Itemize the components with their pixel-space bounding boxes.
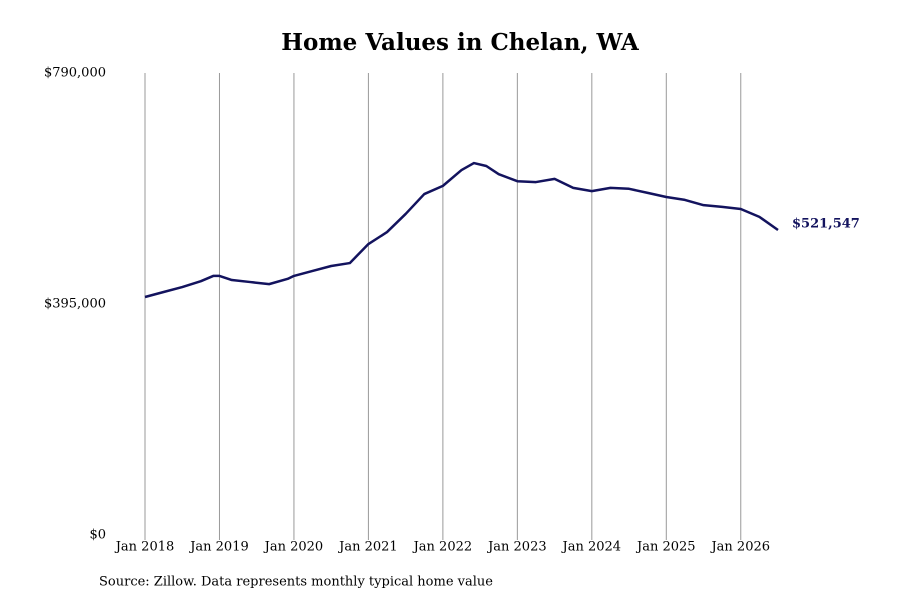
x-tick-label: Jan 2022 xyxy=(412,540,473,555)
x-tick-label: Jan 2023 xyxy=(486,540,547,555)
chart-title: Home Values in Chelan, WA xyxy=(281,29,640,56)
y-tick-label: $395,000 xyxy=(44,297,106,312)
value-label: $521,547 xyxy=(792,216,860,231)
y-tick-label: $0 xyxy=(89,528,106,543)
x-tick-label: Jan 2020 xyxy=(263,540,324,555)
x-tick-label: Jan 2024 xyxy=(561,540,622,555)
x-tick-label: Jan 2021 xyxy=(337,540,398,555)
line xyxy=(144,161,779,299)
x-tick-label: Jan 2026 xyxy=(709,540,770,555)
x-tick-label: Jan 2018 xyxy=(114,540,175,555)
x-tick-label: Jan 2025 xyxy=(635,540,696,555)
source-note: Source: Zillow. Data represents monthly … xyxy=(99,575,493,590)
x-tick-label: Jan 2019 xyxy=(188,540,249,555)
y-tick-label: $790,000 xyxy=(44,66,106,81)
